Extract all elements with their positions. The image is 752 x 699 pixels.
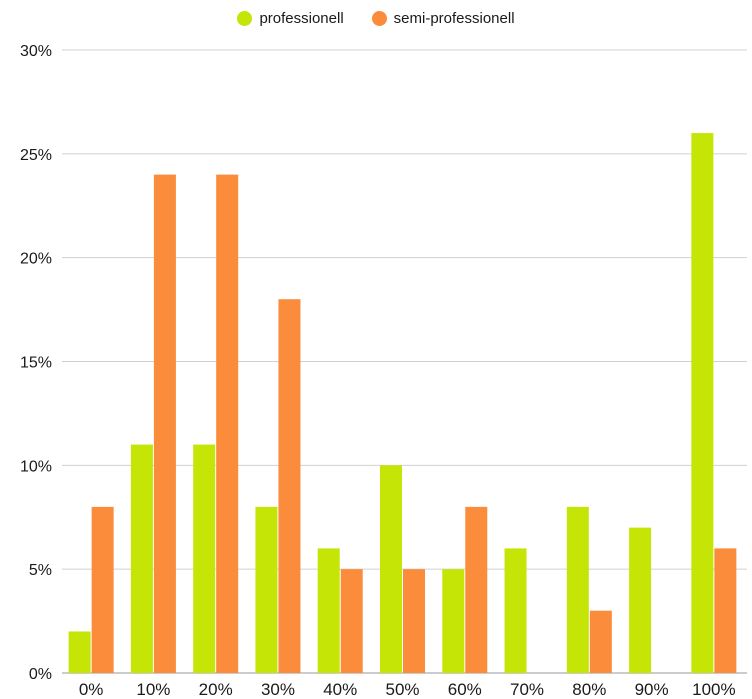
bar-professionell-20% (193, 444, 216, 673)
bar-semi-professionell-20% (216, 174, 239, 673)
legend-swatch-semi-professionell (371, 10, 387, 26)
x-tick-label: 90% (635, 680, 669, 699)
y-tick-label: 20% (20, 251, 52, 268)
y-tick-label: 10% (20, 458, 52, 475)
x-tick-label: 70% (510, 680, 544, 699)
bar-semi-professionell-80% (589, 610, 612, 673)
x-tick-label: 0% (79, 680, 104, 699)
legend-label-semi-professionell: semi-professionell (393, 9, 515, 27)
legend-item-semi-professionell: semi-professionell (371, 9, 515, 27)
bar-semi-professionell-50% (403, 569, 425, 673)
legend: professionell semi-professionell (0, 6, 752, 30)
bar-semi-professionell-60% (465, 506, 488, 673)
bar-professionell-100% (691, 133, 714, 674)
bar-professionell-40% (317, 548, 340, 673)
bar-professionell-70% (504, 548, 527, 673)
bar-semi-professionell-10% (153, 174, 176, 673)
x-tick-label: 100% (692, 680, 735, 699)
x-tick-label: 10% (136, 680, 170, 699)
bar-professionell-80% (566, 506, 589, 673)
x-tick-label: 50% (385, 680, 419, 699)
y-tick-label: 15% (20, 355, 52, 372)
bar-professionell-10% (130, 444, 153, 673)
bar-professionell-50% (380, 465, 402, 673)
bar-professionell-60% (442, 569, 465, 673)
bar-semi-professionell-30% (278, 299, 301, 673)
y-tick-label: 30% (20, 43, 52, 60)
y-tick-label: 25% (20, 147, 52, 164)
bar-professionell-30% (255, 506, 278, 673)
y-tick-label: 0% (29, 666, 52, 683)
legend-swatch-professionell (237, 10, 253, 26)
x-tick-label: 60% (448, 680, 482, 699)
bar-semi-professionell-40% (340, 569, 363, 673)
bar-professionell-90% (629, 527, 652, 673)
legend-item-professionell: professionell (237, 9, 344, 27)
bar-professionell-0% (68, 631, 91, 673)
y-tick-label: 5% (29, 562, 52, 579)
x-tick-label: 20% (199, 680, 233, 699)
x-tick-label: 80% (572, 680, 606, 699)
bar-semi-professionell-0% (91, 506, 114, 673)
x-tick-label: 40% (323, 680, 357, 699)
x-tick-label: 30% (261, 680, 295, 699)
bar-semi-professionell-100% (714, 548, 737, 673)
legend-label-professionell: professionell (259, 9, 344, 27)
